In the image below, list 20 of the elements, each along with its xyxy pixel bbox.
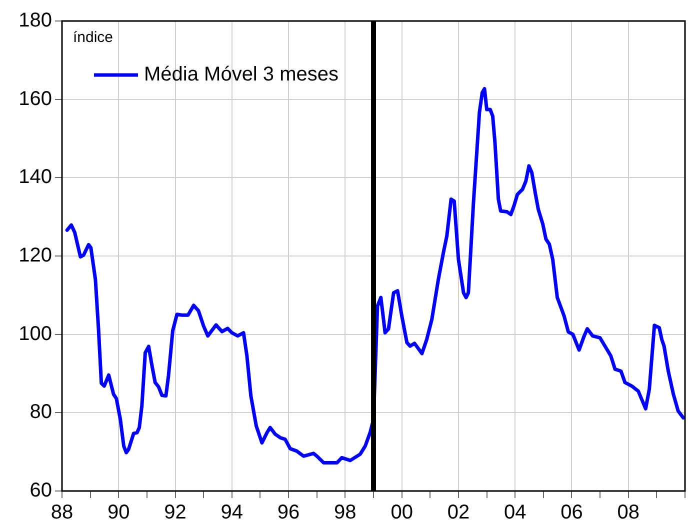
x-tick-label: 08 [617, 502, 640, 524]
x-tick-label: 98 [334, 502, 356, 524]
x-tick-label: 04 [504, 502, 526, 524]
y-tick-label: 60 [30, 480, 52, 502]
y-tick-label: 80 [30, 401, 52, 424]
x-tick-label: 00 [390, 502, 413, 524]
x-tick-label: 06 [560, 502, 583, 524]
x-tick-label: 92 [164, 502, 186, 524]
x-tick-label: 96 [277, 502, 300, 524]
x-tick-label: 90 [108, 502, 130, 524]
x-tick-label: 88 [50, 502, 74, 524]
x-tick-label: 94 [220, 502, 244, 524]
legend-label: Média Móvel 3 meses [144, 64, 339, 86]
x-tick-label: 02 [447, 502, 470, 524]
y-axis-title: índice [73, 29, 114, 46]
y-tick-label: 160 [18, 88, 52, 110]
y-tick-label: 100 [18, 322, 52, 345]
y-tick-label: 140 [18, 166, 52, 188]
y-tick-label: 180 [18, 10, 52, 32]
y-tick-label: 120 [18, 244, 52, 267]
